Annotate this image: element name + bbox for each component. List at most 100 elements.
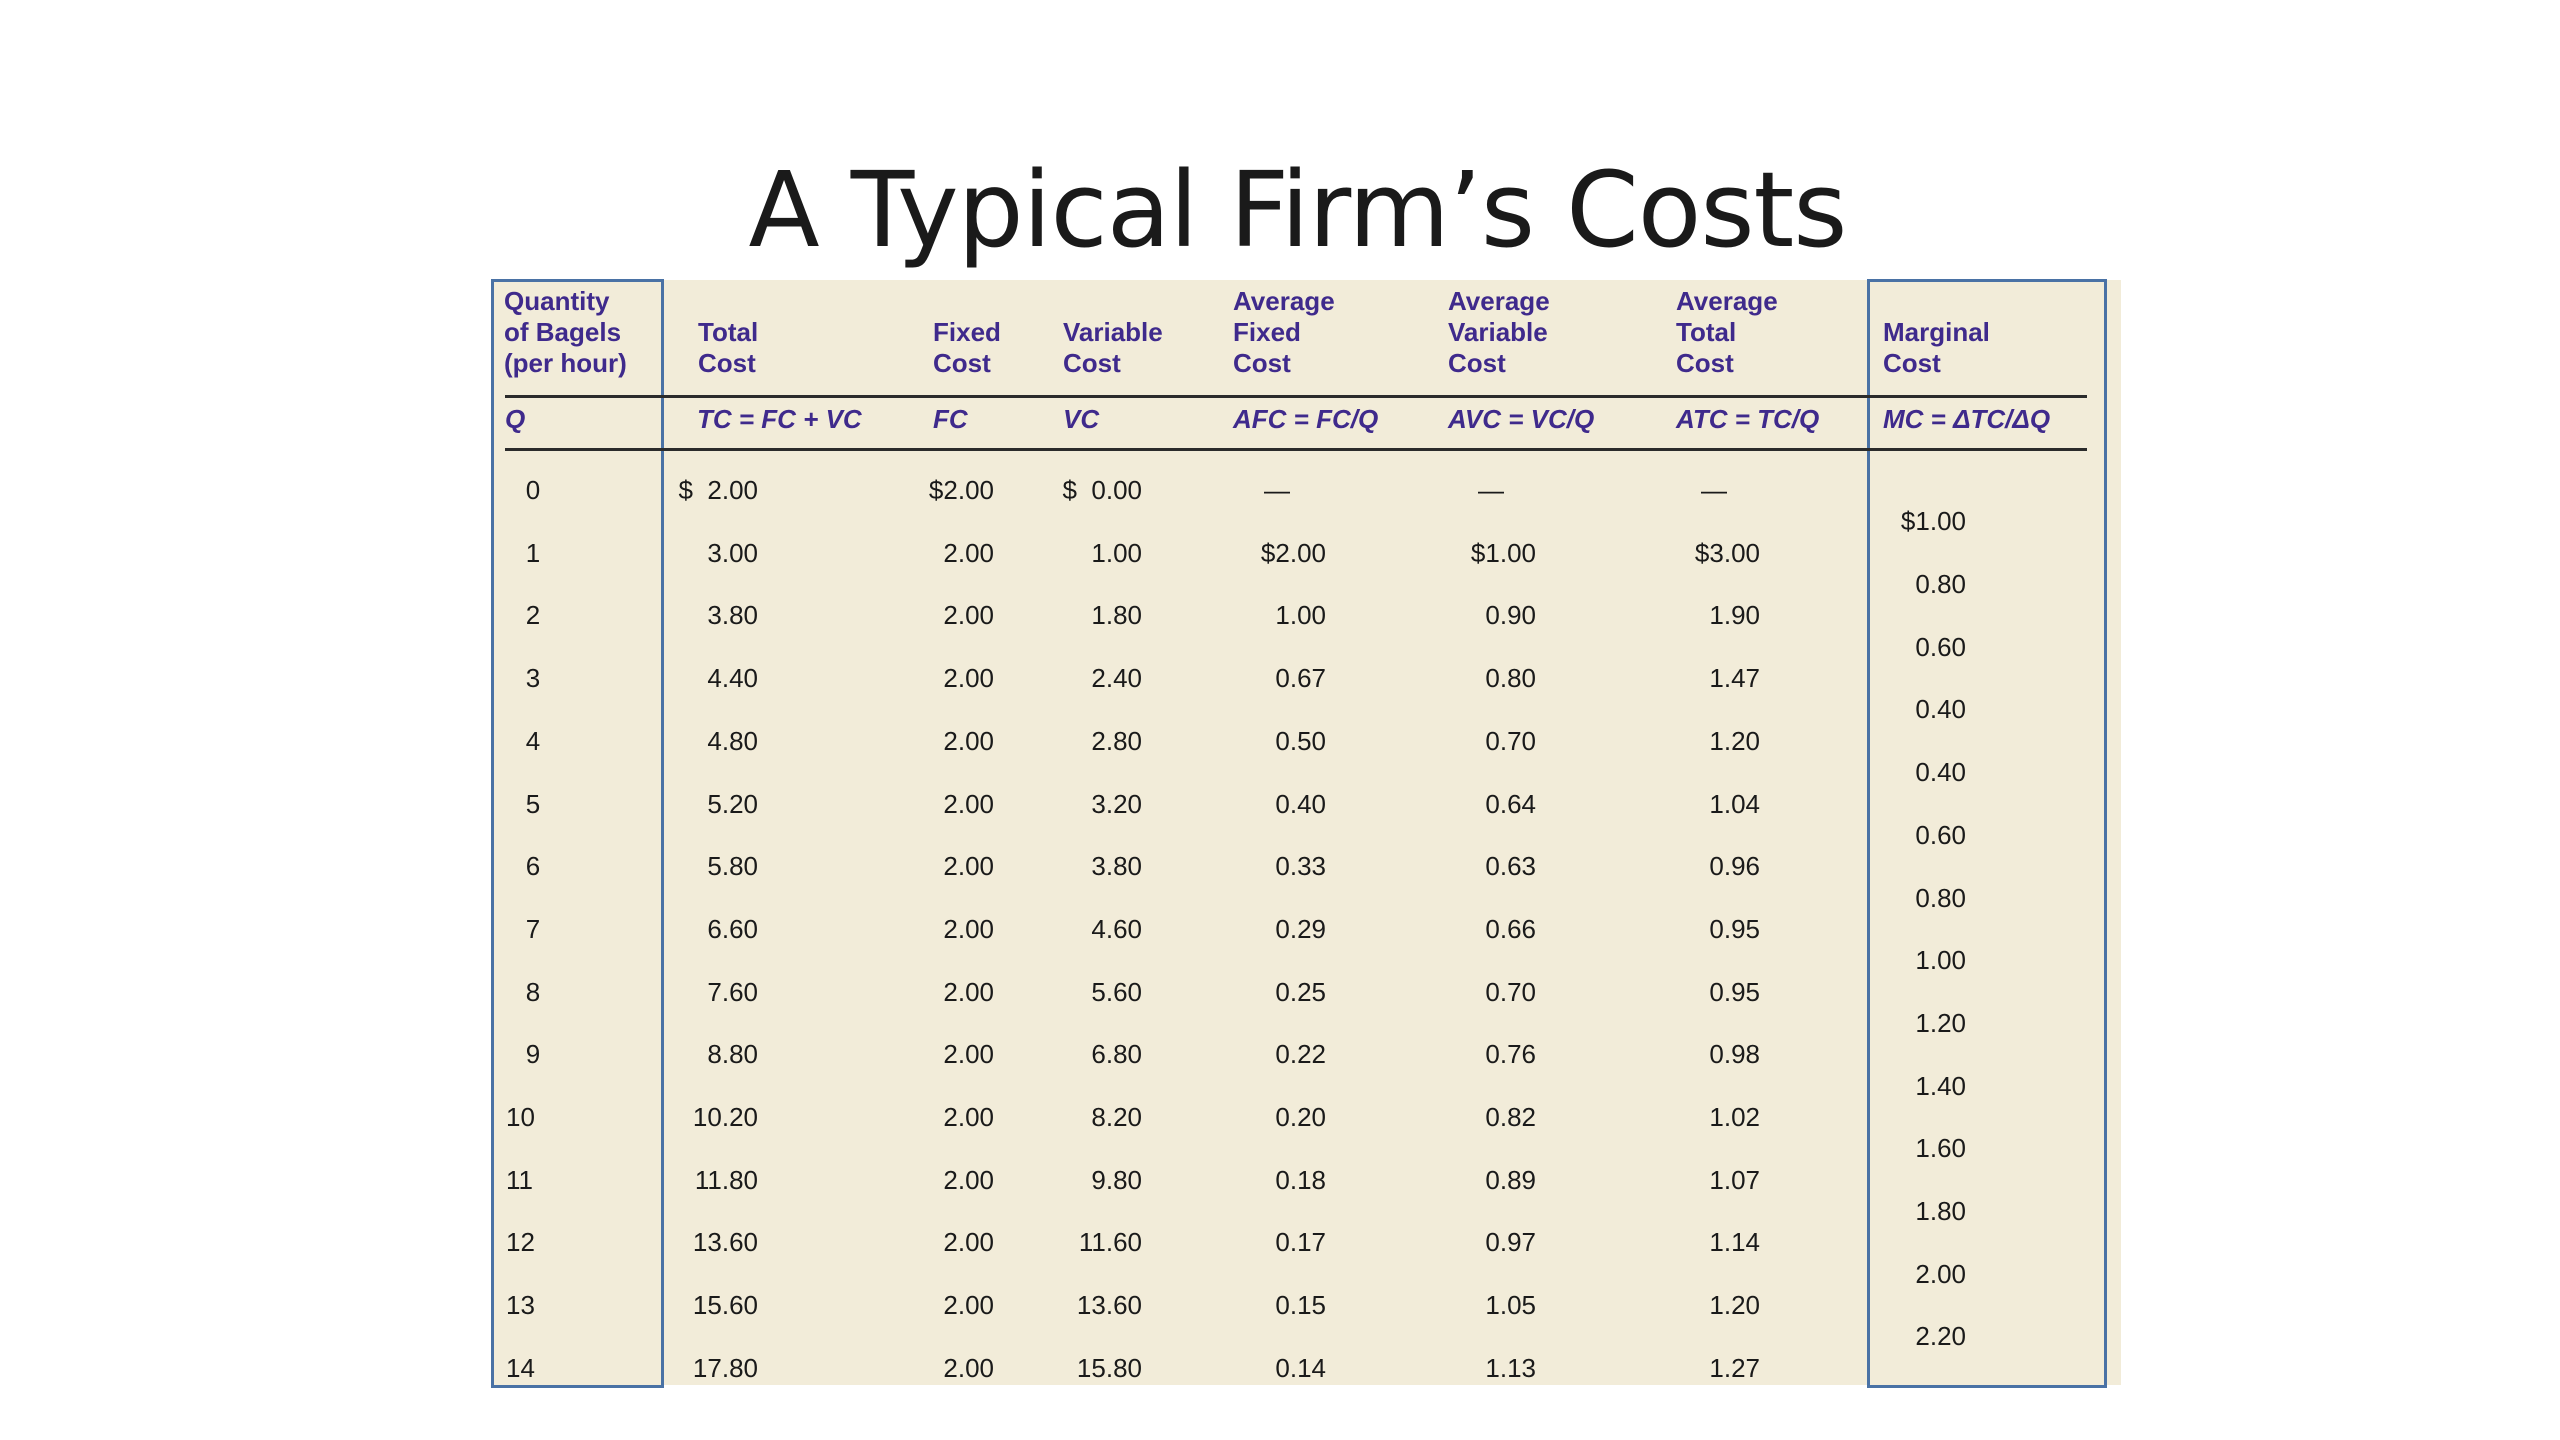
header-average-fixed-cost: Average Fixed Cost: [1233, 286, 1335, 378]
symbol-average-fixed-cost: AFC = FC/Q: [1233, 404, 1379, 434]
cell-average-total-cost: 1.20: [1709, 1290, 1760, 1321]
cell-fixed-cost: 2.00: [943, 537, 994, 568]
cell-marginal-cost: 0.80: [1915, 569, 1966, 600]
symbol-fixed-cost: FC: [933, 404, 968, 434]
cell-variable-cost: 9.80: [1091, 1164, 1142, 1195]
cell-fixed-cost: 2.00: [943, 1227, 994, 1258]
cell-total-cost: 4.40: [707, 663, 758, 694]
cell-average-total-cost: 1.07: [1709, 1164, 1760, 1195]
cell-variable-cost: 3.80: [1091, 851, 1142, 882]
quantity-column-box: [491, 279, 664, 1388]
cell-marginal-cost: 0.40: [1915, 757, 1966, 788]
cell-marginal-cost: 2.20: [1915, 1321, 1966, 1352]
symbol-marginal-cost: MC = ΔTC/ΔQ: [1883, 404, 2051, 434]
cell-variable-cost: 4.60: [1091, 913, 1142, 944]
cell-quantity: 3: [525, 663, 541, 694]
cell-fixed-cost: 2.00: [943, 851, 994, 882]
cell-marginal-cost: 1.60: [1915, 1133, 1966, 1164]
slide-title: A Typical Firm’s Costs: [748, 149, 1848, 271]
cell-quantity: 8: [525, 976, 541, 1007]
cell-total-cost: 5.80: [707, 851, 758, 882]
cell-total-cost: 13.60: [692, 1227, 758, 1258]
cell-average-variable-cost: 0.82: [1485, 1102, 1536, 1132]
cell-fixed-cost: 2.00: [943, 976, 994, 1007]
cell-average-total-cost: 0.98: [1709, 1039, 1760, 1070]
symbol-variable-cost: VC: [1063, 404, 1100, 434]
cell-average-fixed-cost: 0.17: [1275, 1227, 1326, 1258]
cell-quantity: 4: [525, 725, 541, 756]
cell-quantity: 9: [525, 1039, 541, 1070]
cell-quantity: 6: [525, 851, 541, 882]
cell-variable-cost: 1.00: [1091, 537, 1142, 568]
cell-average-variable-cost: 1.05: [1485, 1290, 1536, 1321]
header-total-cost: Total Cost: [698, 317, 759, 378]
cell-marginal-cost: $1.00: [1900, 506, 1966, 537]
cell-average-fixed-cost: 0.25: [1275, 976, 1326, 1007]
cell-total-cost: 17.80: [692, 1352, 758, 1383]
cell-marginal-cost: 2.00: [1915, 1258, 1966, 1289]
cell-average-fixed-cost: 0.20: [1275, 1102, 1326, 1132]
cell-quantity: 5: [525, 788, 541, 819]
symbol-average-variable-cost: AVC = VC/Q: [1448, 404, 1595, 434]
cell-quantity: 11: [506, 1164, 533, 1195]
cell-average-total-cost: 1.27: [1709, 1352, 1760, 1383]
cell-fixed-cost: 2.00: [943, 663, 994, 694]
cell-total-cost: 6.60: [707, 913, 758, 944]
cell-average-fixed-cost: 0.18: [1275, 1164, 1326, 1195]
cost-table-panel: [491, 280, 2121, 1385]
cell-average-variable-cost: $1.00: [1470, 537, 1536, 568]
cell-average-fixed-cost: 0.33: [1275, 851, 1326, 882]
cell-average-fixed-cost: 1.00: [1275, 600, 1326, 631]
symbol-average-total-cost: ATC = TC/Q: [1676, 404, 1820, 434]
header-fixed-cost: Fixed Cost: [933, 317, 1001, 378]
cell-marginal-cost: 0.60: [1915, 631, 1966, 662]
cell-average-variable-cost: 0.80: [1485, 663, 1536, 694]
cell-fixed-cost: $2.00: [928, 475, 994, 505]
cell-quantity: 0: [525, 475, 541, 505]
cell-variable-cost: 3.20: [1091, 788, 1142, 819]
cell-average-variable-cost: 0.97: [1485, 1227, 1536, 1258]
cell-quantity: 13: [506, 1290, 535, 1321]
cell-marginal-cost: 1.40: [1915, 1070, 1966, 1101]
cell-average-total-cost: 1.90: [1709, 600, 1760, 631]
cell-quantity: 7: [525, 913, 541, 944]
cell-average-total-cost: 1.14: [1709, 1227, 1760, 1258]
cell-total-cost: 4.80: [707, 725, 758, 756]
cell-average-total-cost: —: [1701, 475, 1727, 505]
cell-marginal-cost: 1.00: [1915, 945, 1966, 976]
cell-marginal-cost: 0.80: [1915, 882, 1966, 913]
symbol-quantity: Q: [505, 404, 526, 434]
cell-average-fixed-cost: 0.50: [1275, 725, 1326, 756]
cell-average-variable-cost: 0.63: [1485, 851, 1536, 882]
cell-total-cost: 7.60: [707, 976, 758, 1007]
cell-total-cost: 10.20: [692, 1102, 758, 1132]
header-average-variable-cost: Average Variable Cost: [1448, 286, 1550, 378]
symbol-rule: [505, 448, 2087, 451]
cell-average-fixed-cost: 0.29: [1275, 913, 1326, 944]
cell-fixed-cost: 2.00: [943, 600, 994, 631]
cell-total-cost: 11.80: [694, 1164, 758, 1195]
cell-average-total-cost: 1.02: [1709, 1102, 1760, 1132]
cell-total-cost: 5.20: [707, 788, 758, 819]
cell-fixed-cost: 2.00: [943, 1290, 994, 1321]
cell-marginal-cost: 0.60: [1915, 819, 1966, 850]
header-variable-cost: Variable Cost: [1063, 317, 1163, 378]
cell-average-variable-cost: —: [1478, 475, 1504, 505]
cell-marginal-cost: 1.80: [1915, 1196, 1966, 1227]
cell-quantity: 12: [506, 1227, 535, 1258]
cell-fixed-cost: 2.00: [943, 1164, 994, 1195]
cell-average-fixed-cost: $2.00: [1260, 537, 1326, 568]
header-rule: [505, 395, 2087, 398]
cell-average-variable-cost: 0.89: [1485, 1164, 1536, 1195]
cell-variable-cost: $ 0.00: [1062, 475, 1142, 505]
cell-marginal-cost: 0.40: [1915, 694, 1966, 725]
cell-variable-cost: 15.80: [1076, 1352, 1142, 1383]
cell-fixed-cost: 2.00: [943, 1352, 994, 1383]
cell-average-fixed-cost: 0.67: [1275, 663, 1326, 694]
cell-variable-cost: 2.40: [1091, 663, 1142, 694]
cell-total-cost: 3.80: [707, 600, 758, 631]
cell-total-cost: 15.60: [692, 1290, 758, 1321]
cell-total-cost: 3.00: [707, 537, 758, 568]
cell-total-cost: 8.80: [707, 1039, 758, 1070]
cell-variable-cost: 2.80: [1091, 725, 1142, 756]
